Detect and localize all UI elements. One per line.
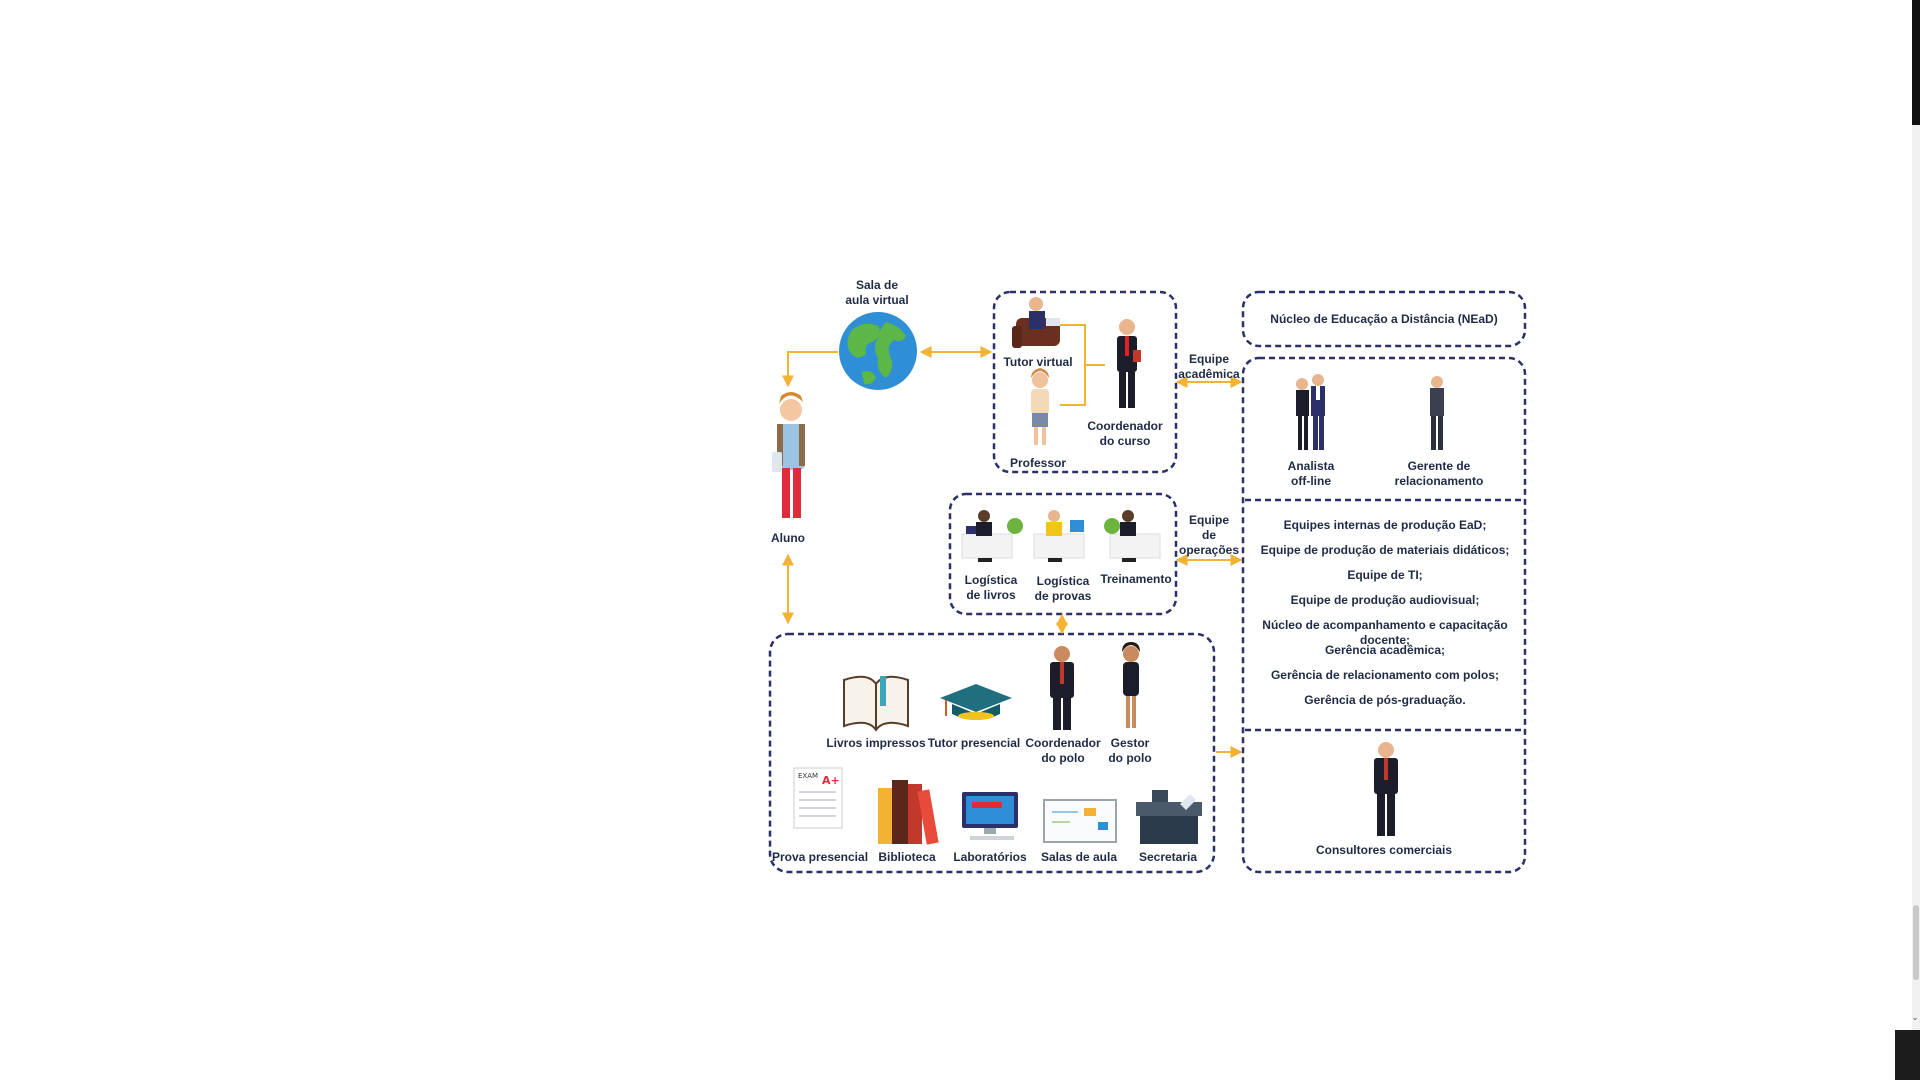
label-printed-books: Livros impressos bbox=[826, 736, 926, 750]
coordinator-icon bbox=[1117, 319, 1141, 408]
label-nead-title: Núcleo de Educação a Distância (NEaD) bbox=[1270, 312, 1498, 326]
nead-team-item: Núcleo de acompanhamento e capacitação d… bbox=[1262, 618, 1508, 647]
workstation-icon bbox=[1104, 510, 1161, 562]
label-book-logistics: Logística de livros bbox=[964, 573, 1018, 602]
nead-team-item: Gerência de pós-graduação. bbox=[1304, 693, 1466, 707]
nead-team-item: Equipe de produção audiovisual; bbox=[1290, 593, 1480, 607]
page-scrollbar[interactable] bbox=[1912, 0, 1920, 1030]
label-exam-logistics: Logística de provas bbox=[1034, 574, 1092, 603]
label-training: Treinamento bbox=[1100, 572, 1172, 586]
nead-main-box bbox=[1241, 356, 1527, 874]
label-classrooms: Salas de aula bbox=[1040, 850, 1118, 864]
label-onsite-tutor: Tutor presencial bbox=[927, 736, 1021, 750]
exam-sheet-title: EXAM bbox=[798, 772, 818, 780]
nead-team-item: Gerência acadêmica; bbox=[1324, 643, 1446, 657]
label-tutor-virtual: Tutor virtual bbox=[1003, 355, 1073, 369]
globe-icon bbox=[839, 312, 917, 390]
nead-team-item: Gerência de relacionamento com polos; bbox=[1270, 668, 1500, 682]
label-pole-coordinator: Coordenador do polo bbox=[1025, 736, 1101, 765]
label-onsite-exam: Prova presencial bbox=[771, 850, 869, 864]
graduation-cap-icon bbox=[940, 684, 1012, 720]
student-icon bbox=[772, 392, 805, 518]
analyst-icon bbox=[1296, 374, 1325, 450]
label-relationship-manager: Gerente de relacionamento bbox=[1394, 459, 1484, 488]
nead-title-box bbox=[1241, 290, 1527, 348]
label-library: Biblioteca bbox=[878, 850, 936, 864]
label-sales-consultants: Consultores comerciais bbox=[1315, 843, 1453, 857]
label-academic-team: Equipe acadêmica bbox=[1178, 352, 1240, 381]
tutor-icon bbox=[1012, 297, 1060, 348]
computer-icon bbox=[962, 792, 1018, 840]
scrollbar-top-segment bbox=[1912, 0, 1920, 125]
exam-sheet-icon: EXAM A+ bbox=[793, 767, 843, 829]
consultant-icon bbox=[1374, 742, 1398, 836]
label-student: Aluno bbox=[771, 531, 805, 545]
nead-team-item: Equipe de produção de materiais didático… bbox=[1260, 543, 1510, 557]
label-offline-analyst: Analista off-line bbox=[1287, 459, 1335, 488]
workstation-icon bbox=[1033, 510, 1085, 562]
desk-icon bbox=[1136, 790, 1202, 844]
scroll-down-icon[interactable]: ⌄ bbox=[1911, 1012, 1919, 1022]
nead-team-item: Equipe de TI; bbox=[1347, 568, 1423, 582]
label-laboratories: Laboratórios bbox=[953, 850, 1027, 864]
corner-widget[interactable] bbox=[1895, 1030, 1920, 1080]
nead-teams-list: Equipes internas de produção EaD; Equipe… bbox=[1245, 518, 1525, 718]
coordinator-icon bbox=[1050, 646, 1074, 730]
label-virtual-classroom: Sala de aula virtual bbox=[845, 278, 909, 307]
arrow-globe-student bbox=[782, 351, 838, 388]
library-books-icon bbox=[878, 780, 939, 845]
label-professor: Professor bbox=[1009, 456, 1067, 470]
pole-box bbox=[768, 632, 1216, 874]
nead-team-item: Equipes internas de produção EaD; bbox=[1283, 518, 1487, 532]
whiteboard-icon bbox=[1043, 799, 1117, 843]
label-course-coordinator: Coordenador do curso bbox=[1087, 419, 1163, 448]
exam-grade: A+ bbox=[822, 774, 840, 787]
label-operations-team: Equipe de operações bbox=[1178, 513, 1240, 557]
academic-box bbox=[992, 290, 1178, 474]
manager-icon bbox=[1430, 376, 1444, 450]
book-icon bbox=[843, 675, 909, 732]
label-pole-manager: Gestor do polo bbox=[1108, 736, 1152, 765]
teacher-icon bbox=[1031, 368, 1049, 445]
label-secretariat: Secretaria bbox=[1138, 850, 1198, 864]
workstation-icon bbox=[961, 510, 1023, 562]
scrollbar-thumb[interactable] bbox=[1913, 905, 1919, 980]
manager-icon bbox=[1122, 642, 1140, 728]
